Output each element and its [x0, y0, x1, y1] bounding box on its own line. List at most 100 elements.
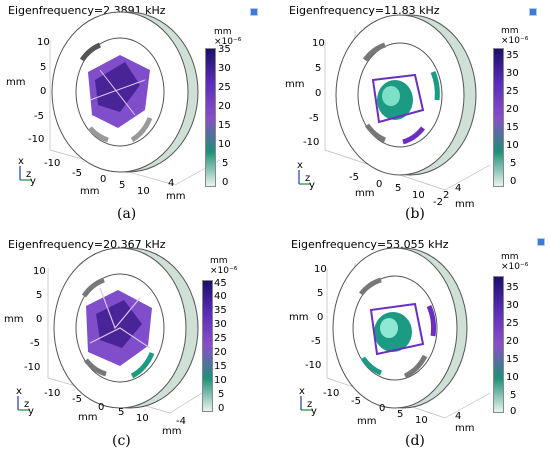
- colorbar-tick: 25: [214, 333, 227, 344]
- y-tick: 10: [33, 266, 46, 277]
- depth-axis-unit: mm: [162, 426, 182, 437]
- panel-title: Eigenfrequency=53.055 kHz: [291, 238, 449, 251]
- y-tick: 10: [314, 264, 327, 275]
- colorbar-tick: 10: [506, 372, 519, 383]
- x-axis-unit: mm: [78, 412, 98, 423]
- deformation-region: [371, 73, 425, 124]
- y-tick: -10: [303, 137, 320, 148]
- x-tick: 5: [395, 183, 402, 194]
- panel-c: Eigenfrequency=20.367 kHz 10 5 0 -5 -10 …: [0, 228, 275, 455]
- panel-a: Eigenfrequency=2.3891 kHz 10 5 0 -5 -10 …: [0, 0, 275, 228]
- colorbar-tick: 35: [506, 282, 519, 293]
- colorbar-scale: ×10⁻⁶: [501, 262, 529, 272]
- axis-triad-icon: [300, 396, 313, 411]
- colorbar: [493, 48, 504, 187]
- y-tick: -10: [305, 360, 322, 371]
- x-tick: 0: [379, 403, 386, 414]
- colorbar-tick: 10: [506, 140, 519, 151]
- colorbar-tick: 35: [218, 44, 231, 55]
- triad-z: z: [305, 173, 311, 184]
- y-tick: 5: [317, 288, 324, 299]
- x-tick: -10: [44, 158, 61, 169]
- axis-triad-icon: [17, 396, 30, 411]
- deformation-region: [86, 287, 152, 366]
- colorbar-tick: 20: [218, 101, 231, 112]
- panel-b: Eigenfrequency=11.83 kHz 10 5 0 -5 -10 m…: [275, 0, 550, 228]
- colorbar-tick: 25: [218, 82, 231, 93]
- model-plot: [49, 11, 221, 186]
- colorbar-tick: 5: [510, 390, 517, 401]
- triad-x: x: [16, 386, 22, 397]
- colorbar-tick: 0: [222, 177, 229, 188]
- x-tick: 5: [397, 409, 404, 420]
- triad-x: x: [18, 156, 24, 167]
- x-axis-unit: mm: [355, 188, 375, 199]
- colorbar-tick: 10: [214, 375, 227, 386]
- triad-x: x: [297, 160, 303, 171]
- y-tick: 5: [315, 63, 322, 74]
- x-axis-unit: mm: [80, 186, 100, 197]
- y-axis-unit: mm: [6, 77, 26, 88]
- colorbar-tick: 45: [214, 278, 227, 289]
- x-tick: -2: [433, 197, 443, 208]
- colorbar: [202, 280, 213, 412]
- colorbar-tick: 30: [214, 319, 227, 330]
- colorbar-tick: 30: [218, 63, 231, 74]
- colorbar-tick: 5: [510, 158, 517, 169]
- y-tick: 10: [37, 37, 50, 48]
- x-tick: 10: [137, 186, 150, 197]
- colorbar-scale: ×10⁻⁶: [210, 266, 238, 276]
- colorbar-tick: 25: [506, 318, 519, 329]
- y-tick: -5: [30, 338, 40, 349]
- colorbar-unit: mm: [214, 27, 232, 37]
- view-cube-icon: [529, 8, 537, 16]
- x-tick: 5: [118, 407, 125, 418]
- x-tick: 5: [119, 180, 126, 191]
- colorbar-tick: 35: [506, 50, 519, 61]
- depth-axis-unit: mm: [455, 199, 475, 210]
- x-tick: 4: [455, 411, 462, 422]
- colorbar-tick: 0: [218, 403, 225, 414]
- colorbar-tick: 0: [510, 406, 517, 417]
- panel-caption: (c): [112, 433, 131, 449]
- y-tick: -5: [309, 113, 319, 124]
- y-tick: -10: [24, 362, 41, 373]
- x-tick: 0: [98, 402, 105, 413]
- y-axis-unit: mm: [289, 312, 309, 323]
- model-plot: [324, 14, 491, 191]
- view-cube-icon: [250, 8, 258, 16]
- x-tick: -5: [349, 172, 359, 183]
- y-axis-unit: mm: [285, 79, 305, 90]
- view-cube-icon: [537, 238, 545, 246]
- x-tick: 4: [168, 178, 175, 189]
- colorbar-tick: 10: [218, 139, 231, 150]
- colorbar-unit: mm: [501, 252, 519, 262]
- triad-z: z: [26, 169, 32, 180]
- panel-caption: (b): [405, 206, 425, 222]
- colorbar-tick: 40: [214, 291, 227, 302]
- y-axis-unit: mm: [4, 314, 24, 325]
- colorbar: [493, 276, 504, 413]
- colorbar-tick: 15: [506, 354, 519, 365]
- x-tick: 10: [415, 415, 428, 426]
- depth-axis-unit: mm: [166, 191, 186, 202]
- triad-z: z: [307, 399, 313, 410]
- x-tick: -5: [351, 396, 361, 407]
- x-tick: -5: [72, 394, 82, 405]
- colorbar-tick: 35: [214, 305, 227, 316]
- y-tick: 10: [312, 38, 325, 49]
- x-axis-unit: mm: [357, 416, 377, 427]
- panel-d: Eigenfrequency=53.055 kHz 10 5 0 -5 -10 …: [275, 228, 550, 455]
- triad-y: y: [309, 180, 315, 191]
- colorbar-tick: 30: [506, 68, 519, 79]
- triad-y: y: [28, 406, 34, 417]
- panel-title: Eigenfrequency=11.83 kHz: [289, 4, 440, 17]
- y-tick: 5: [40, 62, 47, 73]
- panel-caption: (a): [117, 206, 137, 222]
- y-tick: 5: [36, 290, 43, 301]
- colorbar-scale: ×10⁻⁶: [214, 37, 242, 47]
- y-tick: 0: [36, 314, 43, 325]
- colorbar-tick: 15: [218, 120, 231, 131]
- x-tick: 0: [100, 174, 107, 185]
- x-tick: -10: [44, 388, 61, 399]
